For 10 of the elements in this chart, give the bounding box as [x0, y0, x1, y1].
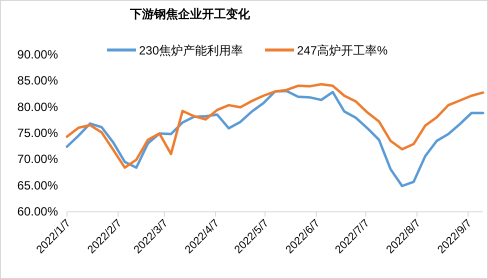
legend-label: 247高炉开工率%	[297, 44, 388, 58]
y-tick-label: 60.00%	[17, 204, 58, 219]
y-tick-label: 65.00%	[17, 178, 58, 192]
y-tick-label: 90.00%	[17, 47, 58, 62]
y-tick-label: 85.00%	[17, 74, 58, 88]
y-tick-label: 80.00%	[17, 100, 58, 114]
chart-title: 下游钢焦企业开工变化	[129, 7, 251, 21]
y-tick-label: 75.00%	[17, 126, 58, 140]
legend-label: 230焦炉产能利用率	[139, 44, 244, 58]
y-tick-label: 70.00%	[17, 152, 58, 166]
